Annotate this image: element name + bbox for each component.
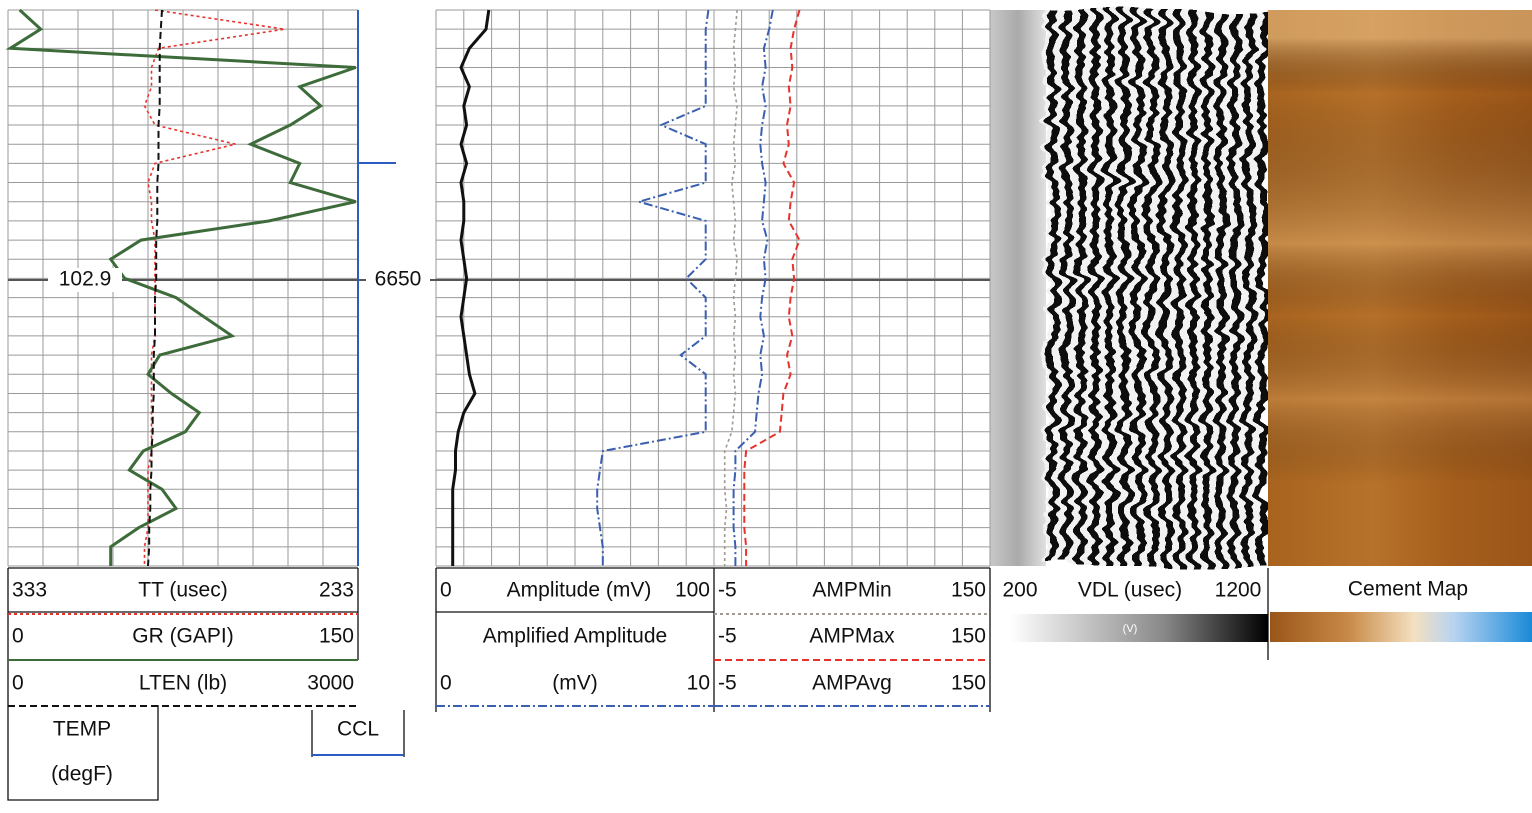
log-curve (451, 9, 491, 566)
legend-label: TEMP (53, 718, 111, 741)
log-curve (596, 9, 710, 566)
color-bar-unit: (V) (1123, 623, 1138, 635)
scale-right: 100 (675, 579, 710, 602)
scale-left: -5 (718, 672, 737, 695)
scale-left: 333 (12, 579, 47, 602)
header-label: AMPAvg (812, 672, 892, 695)
header-label: Cement Map (1348, 578, 1468, 601)
legend-label: CCL (337, 718, 379, 741)
scale-left: -5 (718, 579, 737, 602)
vdl-image (990, 10, 1046, 566)
legend-box (7, 705, 405, 801)
scale-left: 0 (440, 672, 452, 695)
depth-label: 6650 (375, 268, 422, 291)
scale-right: 1200 (1215, 579, 1262, 602)
header-label: AMPMin (812, 579, 891, 602)
header-label: AMPMax (809, 625, 895, 648)
vdl-image (1046, 10, 1268, 566)
scale-left: 0 (12, 625, 24, 648)
log-curve (732, 9, 774, 566)
header-label: GR (GAPI) (132, 625, 234, 648)
scale-right: 10 (687, 672, 710, 695)
header-label: LTEN (lb) (139, 672, 227, 695)
log-curve (143, 9, 285, 566)
scale-right: 150 (951, 625, 986, 648)
header-label: Amplified Amplitude (483, 625, 667, 648)
legend-label: (degF) (51, 763, 113, 786)
cement-map-image (1268, 10, 1532, 566)
temp-value: 102.9 (59, 268, 112, 291)
scale-right: 3000 (307, 672, 354, 695)
color-bar (1010, 614, 1268, 642)
log-curve (743, 9, 801, 566)
header-label: Amplitude (mV) (507, 579, 652, 602)
header-label: (mV) (552, 672, 598, 695)
scale-right: 233 (319, 579, 354, 602)
scale-right: 150 (951, 672, 986, 695)
scale-left: 200 (1002, 579, 1037, 602)
scale-left: 0 (12, 672, 24, 695)
scale-left: -5 (718, 625, 737, 648)
scale-right: 150 (951, 579, 986, 602)
log-curve (147, 9, 163, 567)
scale-right: 150 (319, 625, 354, 648)
label-bg (366, 268, 430, 292)
log-curve (5, 8, 357, 566)
log-curve (723, 9, 738, 566)
label-bg (48, 268, 122, 292)
color-bar (1270, 612, 1532, 642)
scale-left: 0 (440, 579, 452, 602)
header-label: VDL (usec) (1078, 579, 1182, 602)
header-label: TT (usec) (138, 579, 227, 602)
